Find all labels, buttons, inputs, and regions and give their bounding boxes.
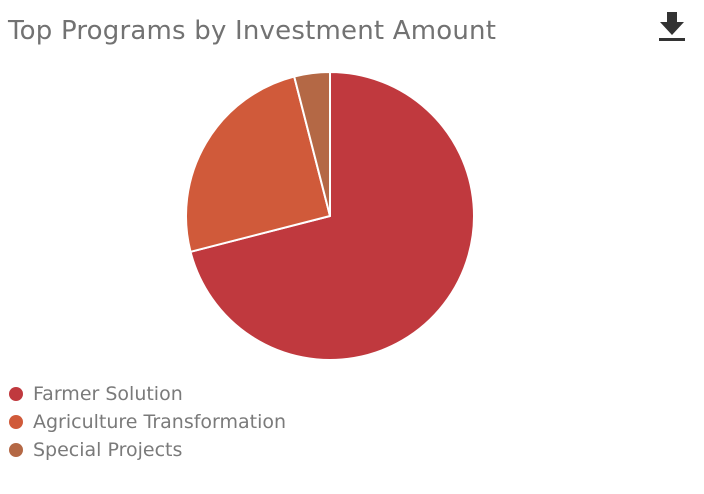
- legend-item-agriculture-transformation[interactable]: Agriculture Transformation: [6, 408, 286, 436]
- download-icon: [659, 12, 685, 41]
- pie-slice-special-projects[interactable]: [293, 71, 331, 217]
- legend-item-special-projects[interactable]: Special Projects: [6, 436, 286, 464]
- legend-swatch: [9, 415, 23, 429]
- pie-slice-farmer-solution[interactable]: [189, 71, 475, 361]
- download-button[interactable]: [654, 8, 690, 44]
- chart-title: Top Programs by Investment Amount: [8, 16, 497, 46]
- legend-label: Agriculture Transformation: [33, 411, 287, 433]
- legend-swatch: [9, 387, 23, 401]
- pie-slice-agriculture-transformation[interactable]: [185, 75, 331, 253]
- legend: Farmer Solution Agriculture Transformatio…: [6, 380, 286, 464]
- legend-item-farmer-solution[interactable]: Farmer Solution: [6, 380, 286, 408]
- legend-label: Special Projects: [33, 439, 183, 461]
- legend-swatch: [9, 443, 23, 457]
- pie-slices: [185, 71, 475, 361]
- legend-label: Farmer Solution: [33, 383, 183, 405]
